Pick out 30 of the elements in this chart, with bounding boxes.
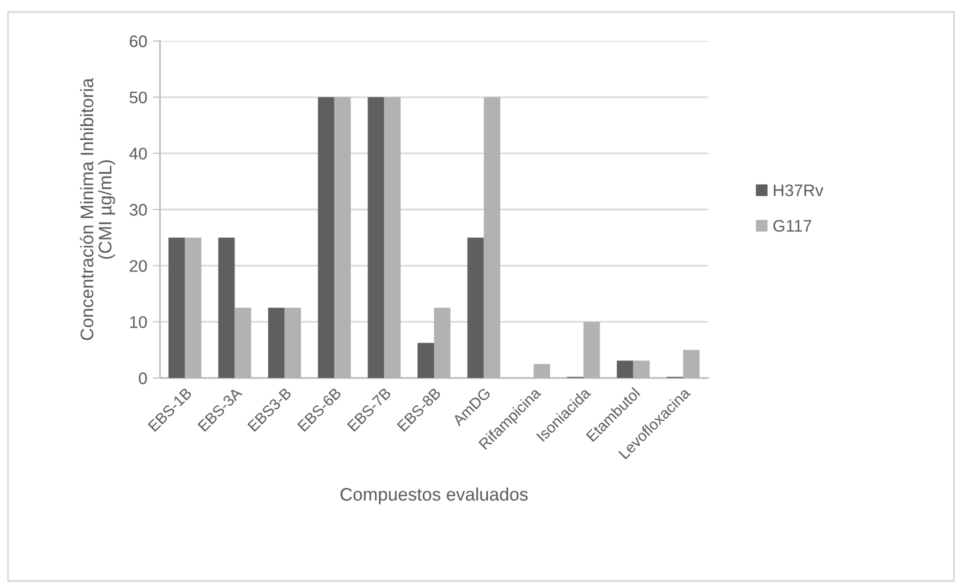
bar [484, 97, 500, 378]
y-tick-label: 10 [130, 316, 147, 328]
bar [268, 308, 285, 378]
bar [633, 360, 650, 378]
y-tick-label: 0 [138, 372, 147, 384]
bar [284, 308, 301, 378]
y-tick-label: 60 [130, 35, 147, 48]
bar [368, 97, 384, 378]
y-axis-title: Concentración Minima Inhibitoria (CMI µg/mL) [80, 78, 116, 340]
bar [234, 308, 252, 378]
y-tick-label: 40 [129, 148, 147, 160]
bar [418, 342, 434, 378]
bar [184, 238, 202, 378]
bar [384, 97, 401, 378]
legend-label: G117 [773, 220, 812, 232]
bar [168, 238, 185, 378]
bar [334, 97, 351, 378]
bar [683, 350, 700, 378]
bar [218, 238, 235, 378]
bar [318, 97, 334, 378]
x-axis-title: Compuestos evaluados [340, 487, 528, 504]
y-tick-label: 20 [130, 260, 147, 272]
y-tick-label: 50 [130, 92, 147, 104]
bar [616, 360, 634, 378]
y-tick-label: 30 [130, 204, 147, 216]
bar [583, 322, 600, 378]
bar [467, 238, 484, 378]
legend-label: H37Rv [774, 184, 824, 196]
bar [434, 308, 450, 378]
bar [534, 364, 550, 378]
